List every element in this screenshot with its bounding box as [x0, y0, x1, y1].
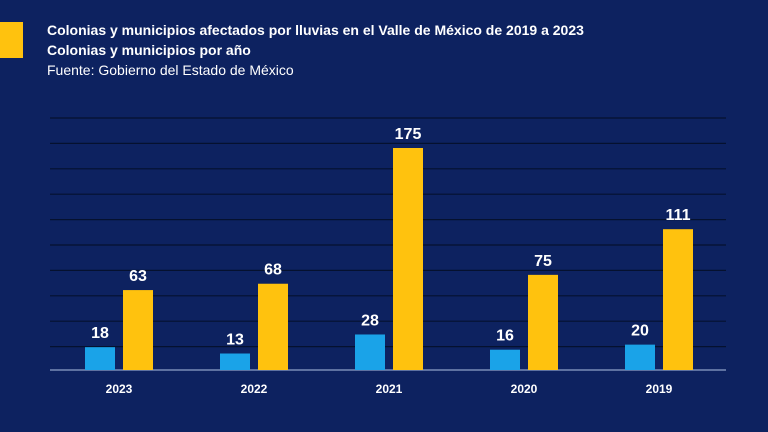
bar-series-2-2021: [393, 148, 423, 370]
data-label-series-2-2020: 75: [534, 253, 552, 270]
chart-title: Colonias y municipios afectados por lluv…: [47, 22, 584, 38]
bar-series-1-2019: [625, 344, 655, 370]
x-tick-label-2022: 2022: [241, 382, 268, 396]
data-label-series-2-2023: 63: [129, 268, 147, 285]
accent-bar: [0, 22, 23, 58]
bar-series-2-2023: [123, 290, 153, 370]
bar-series-2-2020: [528, 274, 558, 370]
data-label-series-2-2022: 68: [264, 262, 282, 279]
bar-series-1-2022: [220, 353, 250, 370]
data-label-series-1-2023: 18: [91, 325, 109, 342]
bar-series-1-2021: [355, 334, 385, 370]
data-label-series-1-2019: 20: [631, 323, 649, 340]
x-tick-label-2020: 2020: [511, 382, 538, 396]
data-label-series-1-2021: 28: [361, 312, 379, 329]
bar-series-2-2019: [663, 229, 693, 370]
x-tick-label-2021: 2021: [376, 382, 403, 396]
chart-source: Fuente: Gobierno del Estado de México: [47, 62, 294, 78]
data-label-series-1-2022: 13: [226, 332, 244, 349]
data-label-series-2-2019: 111: [666, 207, 691, 224]
x-tick-label-2023: 2023: [106, 382, 133, 396]
chart-subtitle: Colonias y municipios por año: [47, 42, 251, 58]
bar-series-2-2022: [258, 283, 288, 370]
chart-header: Colonias y municipios afectados por lluv…: [47, 20, 584, 80]
bar-series-1-2023: [85, 347, 115, 370]
bar-series-1-2020: [490, 349, 520, 370]
data-label-series-1-2020: 16: [496, 328, 514, 345]
data-label-series-2-2021: 175: [395, 126, 422, 143]
x-tick-label-2019: 2019: [646, 382, 673, 396]
